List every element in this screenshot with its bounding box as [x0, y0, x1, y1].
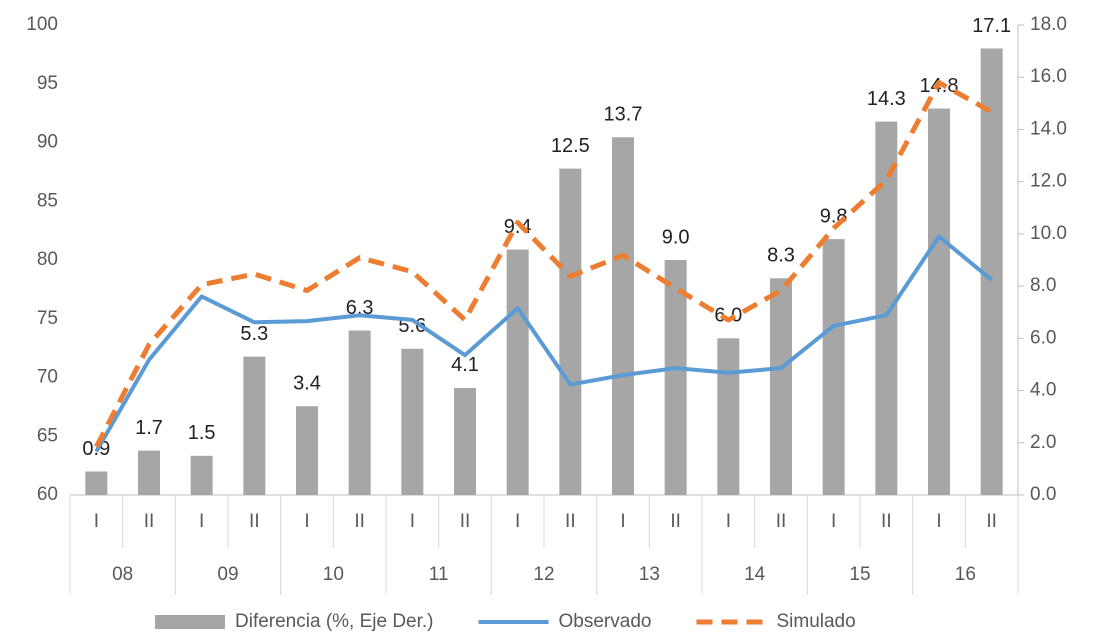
y2-tick-label: 16.0 [1030, 66, 1067, 87]
y-tick-label: 70 [37, 367, 58, 388]
group-label: 12 [533, 564, 554, 585]
y-tick-label: 65 [37, 425, 58, 446]
bar [454, 387, 476, 495]
y2-tick-label: 0.0 [1030, 484, 1056, 505]
y-tick-label: 85 [37, 190, 58, 211]
y2-tick-label: 2.0 [1030, 432, 1056, 453]
bar [348, 330, 371, 495]
group-label: 15 [849, 564, 870, 585]
bar [296, 406, 318, 495]
y2-tick-label: 12.0 [1030, 171, 1067, 192]
x-tick-label: I [936, 511, 941, 532]
x-tick-label: II [670, 511, 681, 532]
bar [928, 108, 950, 496]
group-label: 10 [323, 564, 344, 585]
legend-swatch [155, 615, 225, 629]
y2-tick-label: 18.0 [1030, 14, 1067, 35]
x-tick-label: I [304, 511, 309, 532]
bar [980, 48, 1003, 495]
x-tick-label: I [94, 511, 99, 532]
group-label: 14 [744, 564, 766, 585]
bar [243, 356, 266, 495]
data-label: 13.7 [604, 104, 643, 126]
x-tick-label: I [199, 511, 204, 532]
data-label: 3.4 [293, 373, 321, 395]
data-label: 6.0 [714, 305, 742, 327]
data-label: 5.3 [240, 323, 268, 345]
legend-label: Simulado [776, 611, 855, 632]
bar [138, 450, 160, 495]
group-label: 11 [429, 564, 449, 585]
data-label: 4.1 [451, 354, 479, 376]
x-tick-label: I [410, 511, 415, 532]
x-tick-label: II [144, 511, 155, 532]
data-label: 1.7 [135, 417, 163, 439]
x-tick-label: I [831, 511, 836, 532]
y-tick-label: 95 [37, 73, 58, 94]
y2-tick-label: 10.0 [1030, 223, 1067, 244]
data-label: 17.1 [972, 15, 1011, 37]
y2-tick-label: 14.0 [1030, 118, 1067, 139]
data-label: 6.3 [346, 297, 374, 319]
data-label: 9.4 [504, 216, 532, 238]
bar [770, 278, 792, 495]
group-label: 09 [217, 564, 238, 585]
legend-label: Observado [559, 611, 652, 632]
bar [559, 168, 582, 495]
x-tick-label: II [881, 511, 892, 532]
group-label: 16 [955, 564, 976, 585]
data-label: 1.5 [188, 422, 216, 444]
bar [85, 471, 108, 495]
group-label: 13 [639, 564, 660, 585]
y2-tick-label: 6.0 [1030, 327, 1056, 348]
x-tick-label: II [776, 511, 787, 532]
x-tick-label: II [354, 511, 365, 532]
y-tick-label: 90 [37, 132, 58, 153]
data-label: 9.0 [662, 226, 690, 248]
x-tick-label: I [515, 511, 520, 532]
bar [190, 455, 213, 495]
x-tick-label: II [565, 511, 576, 532]
y-tick-label: 80 [37, 249, 58, 270]
x-tick-label: I [726, 511, 731, 532]
x-tick-label: II [249, 511, 260, 532]
y2-tick-label: 4.0 [1030, 380, 1056, 401]
group-label: 08 [112, 564, 133, 585]
y-tick-label: 75 [37, 308, 58, 329]
y2-tick-label: 8.0 [1030, 275, 1056, 296]
bar [717, 338, 740, 495]
bar [612, 137, 634, 495]
bar [506, 249, 529, 495]
data-label: 8.3 [767, 245, 795, 267]
line-series [94, 234, 993, 453]
x-tick-label: II [986, 511, 997, 532]
bar [664, 260, 687, 495]
x-tick-label: I [620, 511, 625, 532]
line-series [94, 80, 993, 448]
data-label: 12.5 [551, 135, 590, 157]
x-tick-label: II [460, 511, 471, 532]
legend-label: Diferencia (%, Eje Der.) [235, 611, 434, 632]
data-label: 14.3 [867, 88, 906, 110]
bar [875, 121, 898, 495]
bar [401, 348, 424, 495]
y-tick-label: 60 [37, 484, 58, 505]
bar [822, 239, 845, 495]
y-tick-label: 100 [26, 14, 58, 35]
